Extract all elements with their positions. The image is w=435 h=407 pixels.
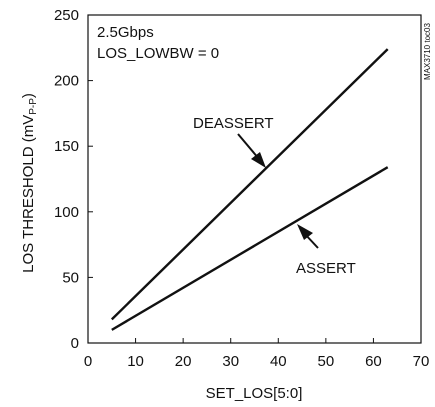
y-axis: 0 50 100 150 200 250 (54, 7, 93, 352)
y-tick-label: 200 (54, 73, 79, 90)
series-label-assert: ASSERT (296, 260, 356, 277)
y-tick-label: 250 (54, 7, 79, 24)
assert-arrow (297, 224, 319, 249)
x-tick-label: 10 (127, 353, 144, 370)
y-tick-label: 0 (71, 335, 79, 352)
x-axis: 0 10 20 30 40 50 60 70 (84, 338, 430, 370)
y-tick-label: 100 (54, 204, 79, 221)
plot-frame (87, 14, 422, 344)
annotation-line-2: LOS_LOWBW = 0 (97, 45, 219, 62)
y-tick-label: 150 (54, 138, 79, 155)
x-tick-label: 70 (413, 353, 430, 370)
y-tick-label: 50 (62, 269, 79, 286)
series-layer (110, 48, 389, 331)
series-label-deassert: DEASSERT (193, 115, 274, 132)
x-tick-label: 50 (318, 353, 335, 370)
x-tick-label: 0 (84, 353, 92, 370)
y-axis-title-close: ) (20, 93, 37, 98)
series-line-assert (111, 166, 389, 331)
svg-text:LOS THRESHOLD (mVP-P): LOS THRESHOLD (mVP-P) (20, 93, 39, 273)
annotation-line-1: 2.5Gbps (97, 24, 154, 41)
figure-code: MAX3710 toc03 (423, 23, 432, 80)
y-axis-title-sub: P-P (28, 98, 39, 115)
y-axis-title: LOS THRESHOLD (mVP-P) (20, 93, 39, 273)
x-tick-label: 30 (222, 353, 239, 370)
x-tick-label: 60 (365, 353, 382, 370)
series-line-deassert (110, 48, 389, 321)
y-axis-title-main: LOS THRESHOLD (mV (20, 115, 37, 273)
x-axis-title: SET_LOS[5:0] (206, 385, 303, 402)
deassert-arrow (237, 133, 266, 168)
x-tick-label: 20 (175, 353, 192, 370)
x-tick-label: 40 (270, 353, 287, 370)
